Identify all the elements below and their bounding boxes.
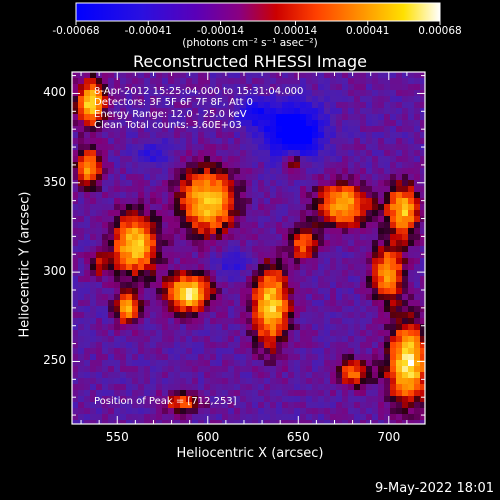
plot-frame xyxy=(71,71,426,425)
info-detectors: Detectors: 3F 5F 6F 7F 8F, Att 0 xyxy=(94,97,254,108)
colorbar-ticks xyxy=(75,21,441,25)
colorbar-tick-label: 0.00014 xyxy=(273,25,318,37)
colorbar-tick-label: -0.00068 xyxy=(52,25,100,37)
axis-ticks xyxy=(72,72,426,424)
plot-title: Reconstructed RHESSI Image xyxy=(133,52,367,71)
y-tick-label: 350 xyxy=(43,174,66,189)
info-time-range: 8-Apr-2012 15:25:04.000 to 15:31:04.000 xyxy=(94,86,304,97)
colorbar-tick-label: 0.00068 xyxy=(418,25,462,37)
y-axis-label: Heliocentric Y (arcsec) xyxy=(17,191,33,338)
colorbar-tick-label: 0.00041 xyxy=(346,25,390,37)
y-tick-label: 250 xyxy=(43,353,66,368)
x-axis-label: Heliocentric X (arcsec) xyxy=(176,446,324,461)
rhessi-image xyxy=(72,72,425,424)
x-tick-label: 700 xyxy=(377,430,401,444)
x-tick-label: 550 xyxy=(105,430,129,444)
peak-position: Position of Peak = [712,253] xyxy=(94,396,237,407)
x-tick-label: 600 xyxy=(196,430,220,444)
y-tick-label: 400 xyxy=(43,85,66,100)
info-clean-counts: Clean Total counts: 3.60E+03 xyxy=(94,120,242,131)
colorbar-tick-label: -0.00014 xyxy=(196,25,245,37)
timestamp: 9-May-2022 18:01 xyxy=(375,481,494,496)
colorbar-units: (photons cm⁻² s⁻¹ asec⁻²) xyxy=(182,37,318,49)
x-tick-label: 650 xyxy=(286,430,310,444)
info-energy-range: Energy Range: 12.0 - 25.0 keV xyxy=(94,109,247,120)
y-tick-label: 300 xyxy=(43,264,66,279)
colorbar xyxy=(75,2,441,22)
colorbar-tick-label: -0.00041 xyxy=(124,25,172,37)
